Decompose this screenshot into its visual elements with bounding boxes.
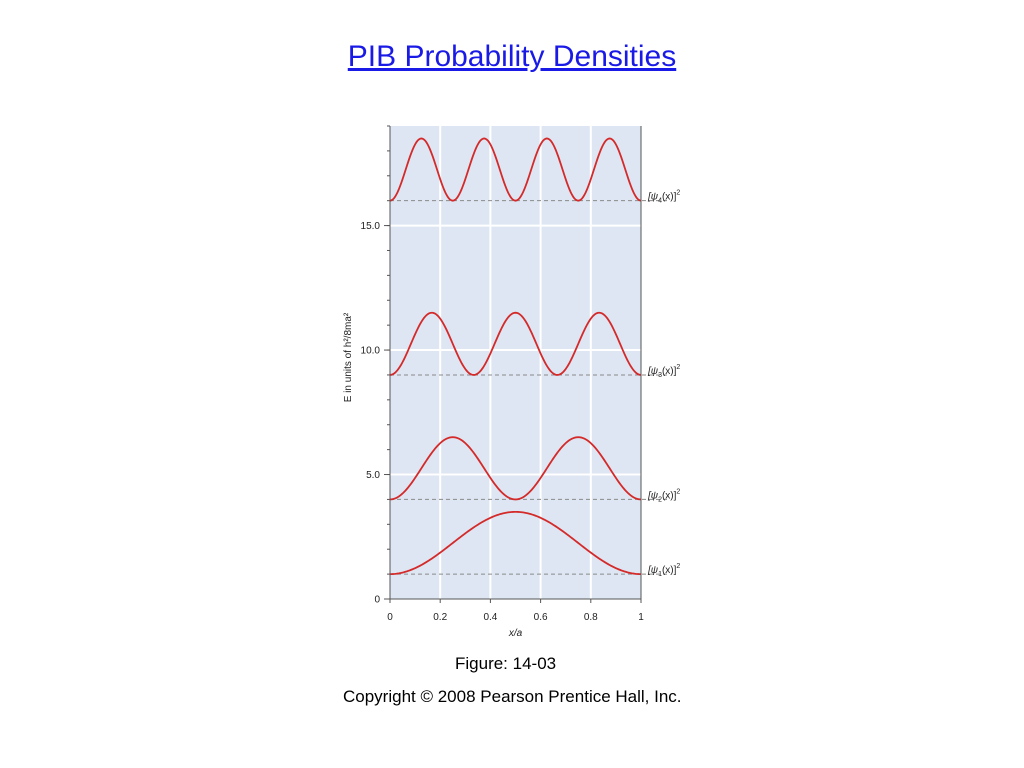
y-axis-title: E in units of h²/8ma² xyxy=(343,312,354,402)
series-label-psi1: [ψ1(x)]2 xyxy=(647,563,680,578)
x-tick-label: 1 xyxy=(638,612,644,623)
x-tick-label: 0 xyxy=(387,612,393,623)
series-label-psi4: [ψ4(x)]2 xyxy=(647,190,680,205)
density-curves xyxy=(389,137,642,576)
series-labels: [ψ1(x)]2 [ψ2(x)]2 [ψ3(x)]2 [ψ4(x)]2 xyxy=(647,190,680,578)
copyright-notice: Copyright © 2008 Pearson Prentice Hall, … xyxy=(343,687,682,706)
y-tick-label: 5.0 xyxy=(366,470,380,481)
density-curve-n2 xyxy=(389,436,642,501)
density-curve-n3 xyxy=(389,311,642,376)
density-curve-n1 xyxy=(389,510,642,576)
energy-baselines xyxy=(390,200,668,575)
x-tick-label: 0.4 xyxy=(483,612,497,623)
y-tick-label: 0 xyxy=(374,595,380,606)
x-axis-title: x/a xyxy=(508,628,523,639)
x-tick-label: 0.2 xyxy=(433,612,447,623)
x-tick-label: 0.6 xyxy=(534,612,548,623)
series-label-psi3: [ψ3(x)]2 xyxy=(647,364,680,379)
y-tick-label: 15.0 xyxy=(361,221,381,232)
figure-label: Figure: 14-03 xyxy=(455,654,557,673)
y-tick-label: 10.0 xyxy=(361,346,381,357)
series-label-psi2: [ψ2(x)]2 xyxy=(647,488,680,503)
gridlines xyxy=(390,126,641,599)
density-curve-n4 xyxy=(389,137,642,202)
axes: 0 5.0 10.0 15.0 0 0.2 0.4 0.6 0.8 1 xyxy=(361,125,644,623)
slide-title[interactable]: PIB Probability Densities xyxy=(347,40,677,73)
x-tick-label: 0.8 xyxy=(584,612,598,623)
plot-area xyxy=(390,126,641,599)
